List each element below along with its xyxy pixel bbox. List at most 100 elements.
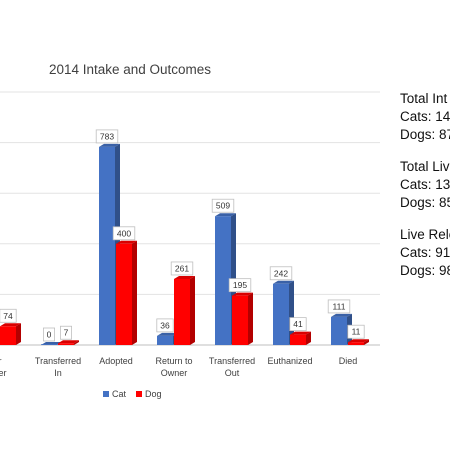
bar-dog-5[interactable] (290, 331, 311, 345)
data-label-text: 783 (100, 131, 114, 141)
legend: Cat Dog (103, 389, 162, 399)
data-label-box (112, 226, 136, 241)
data-label-box (60, 325, 73, 340)
category-label: r (0, 356, 2, 366)
category-label: Transferred (35, 356, 81, 366)
stat-value: Dogs: 85 (400, 195, 450, 210)
data-label-box (228, 278, 252, 293)
data-label-dog-1: 7 (60, 325, 73, 340)
data-label-text: 36 (160, 320, 170, 330)
stat-value: Cats: 13 (400, 177, 450, 192)
bar-front-face (273, 283, 289, 345)
data-label-box (170, 261, 194, 276)
stat-value: Cats: 91 (400, 245, 450, 260)
data-label-text: 74 (3, 311, 13, 321)
stat-heading: Total Int (400, 91, 448, 106)
bar-side-face (306, 331, 311, 345)
data-label-box (0, 308, 17, 323)
data-label-text: 41 (293, 319, 303, 329)
bar-front-face (0, 326, 16, 345)
bar-top-face (0, 323, 21, 327)
bar-front-face (331, 316, 347, 345)
data-label-cat-2: 783 (95, 129, 119, 144)
bar-front-face (116, 243, 132, 345)
stat-value: Cats: 14 (400, 109, 450, 124)
category-label: ner (0, 368, 7, 378)
bar-front-face (41, 344, 57, 345)
bar-front-face (99, 146, 115, 345)
bar-side-face (364, 339, 369, 345)
bar-top-face (116, 240, 137, 244)
legend-swatch-cat (103, 391, 109, 397)
bar-side-face (16, 323, 21, 345)
bar-top-face (99, 143, 120, 147)
data-label-cat-4: 509 (211, 198, 235, 213)
data-label-dog-0: 74 (0, 308, 17, 323)
data-label-text: 400 (117, 228, 131, 238)
side-stats: Total Int Cats: 14 Dogs: 87 Total Liv Cats: … (400, 90, 450, 294)
bar-dog-1[interactable] (58, 340, 79, 345)
data-label-box (211, 198, 235, 213)
data-label-box (156, 318, 174, 333)
data-label-dog-6: 11 (347, 324, 365, 339)
bar-front-face (348, 342, 364, 345)
stat-value: Dogs: 87 (400, 127, 450, 142)
category-label: Out (225, 368, 240, 378)
bar-front-face (290, 334, 306, 345)
category-label: Transferred (209, 356, 255, 366)
data-label-box (347, 324, 365, 339)
data-label-box (95, 129, 119, 144)
bar-front-face (174, 278, 190, 345)
data-label-dog-3: 261 (170, 261, 194, 276)
bar-top-face (348, 339, 369, 343)
data-label-box (43, 327, 56, 342)
data-label-dog-4: 195 (228, 278, 252, 293)
category-label: Return to (155, 356, 192, 366)
data-label-text: 7 (64, 328, 69, 338)
data-label-cat-3: 36 (156, 318, 174, 333)
bar-top-face (157, 332, 178, 336)
chart-title: 2014 Intake and Outcomes (48, 62, 212, 77)
bar-top-face (273, 280, 294, 284)
category-label: Died (339, 356, 358, 366)
data-label-text: 195 (233, 280, 247, 290)
bar-cat-1[interactable] (41, 342, 62, 345)
category-label: Adopted (99, 356, 133, 366)
bar-top-face (174, 275, 195, 279)
data-label-text: 261 (175, 263, 189, 273)
legend-item-dog[interactable]: Dog (136, 389, 162, 399)
legend-item-cat[interactable]: Cat (103, 389, 126, 399)
bar-dog-4[interactable] (232, 292, 253, 345)
bar-dog-3[interactable] (174, 275, 195, 345)
bar-front-face (215, 216, 231, 345)
data-label-cat-1: 0 (43, 327, 56, 342)
bar-side-face (132, 240, 137, 345)
bar-dog-2[interactable] (116, 240, 137, 345)
bar-side-face (74, 340, 79, 345)
bar-dog-6[interactable] (348, 339, 369, 345)
stat-group: Total Liv Cats: 13 Dogs: 85 (400, 158, 450, 212)
category-label: Euthanized (267, 356, 312, 366)
bar-side-face (190, 275, 195, 345)
data-label-box (289, 317, 307, 332)
data-label-text: 0 (47, 330, 52, 340)
stat-value: Dogs: 98 (400, 263, 450, 278)
bar-top-face (331, 313, 352, 317)
data-label-text: 242 (274, 268, 288, 278)
bar-dog-0[interactable] (0, 323, 21, 345)
data-label-box (327, 299, 351, 314)
legend-label-dog: Dog (145, 389, 162, 399)
data-label-dog-5: 41 (289, 317, 307, 332)
data-label-dog-2: 400 (112, 226, 136, 241)
data-label-cat-5: 242 (269, 266, 293, 281)
stat-group: Total Int Cats: 14 Dogs: 87 (400, 90, 450, 144)
bar-top-face (232, 292, 253, 296)
data-label-cat-6: 111 (327, 299, 351, 314)
data-label-text: 11 (352, 327, 361, 337)
data-label-text: 509 (216, 201, 230, 211)
bar-front-face (157, 335, 173, 345)
category-label: Owner (161, 368, 188, 378)
bar-front-face (58, 343, 74, 345)
